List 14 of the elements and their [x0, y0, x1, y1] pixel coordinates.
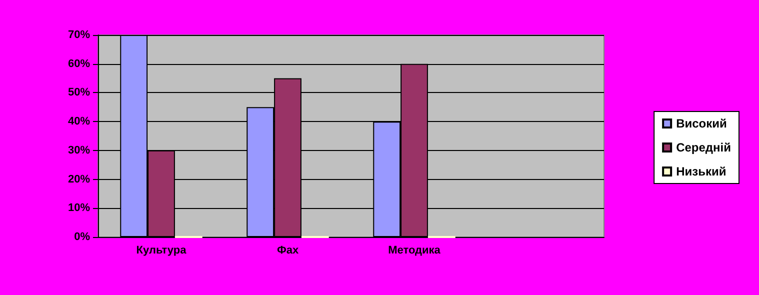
y-tick-label: 50% — [68, 86, 90, 99]
x-tick-label: Фах — [276, 244, 300, 256]
y-tick-label: 70% — [68, 29, 90, 41]
legend-label: Низький — [676, 164, 726, 178]
y-tick-label: 30% — [68, 144, 90, 156]
legend-label: Високий — [676, 116, 727, 130]
x-tick-label: Методика — [388, 244, 442, 256]
y-tick-label: 10% — [68, 202, 90, 214]
x-tick-label: Культура — [136, 244, 188, 256]
y-tick-label: 20% — [68, 173, 90, 186]
y-tick-label: 0% — [74, 231, 90, 243]
y-tick-label: 40% — [68, 116, 90, 128]
legend-label: Середній — [676, 140, 731, 154]
y-tick-label: 60% — [68, 58, 90, 70]
